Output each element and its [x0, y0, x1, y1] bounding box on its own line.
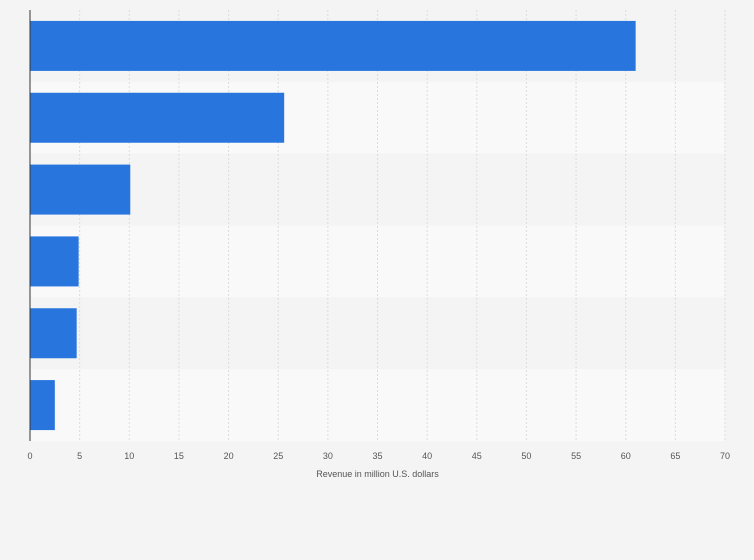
row-band — [30, 297, 725, 370]
x-tick-label: 50 — [521, 451, 531, 461]
bars — [30, 20, 636, 431]
bar[interactable] — [30, 380, 55, 431]
x-axis-title: Revenue in million U.S. dollars — [316, 469, 439, 479]
x-tick-label: 25 — [273, 451, 283, 461]
x-tick-label: 10 — [124, 451, 134, 461]
x-tick-label: 65 — [670, 451, 680, 461]
x-tick-label: 55 — [571, 451, 581, 461]
row-bands — [30, 10, 725, 441]
row-band — [30, 369, 725, 441]
x-tick-label: 30 — [323, 451, 333, 461]
bar[interactable] — [30, 236, 79, 287]
bar[interactable] — [30, 164, 131, 215]
x-tick-label: 40 — [422, 451, 432, 461]
x-tick-label: 60 — [621, 451, 631, 461]
x-tick-label: 0 — [27, 451, 32, 461]
bar[interactable] — [30, 20, 636, 71]
x-tick-label: 5 — [77, 451, 82, 461]
x-tick-label: 45 — [472, 451, 482, 461]
row-band — [30, 225, 725, 298]
x-tick-label: 20 — [224, 451, 234, 461]
x-tick-labels: 0 5 10 15 20 25 30 35 40 45 50 55 60 65 70 — [27, 451, 730, 461]
bar[interactable] — [30, 92, 285, 143]
x-tick-label: 35 — [372, 451, 382, 461]
x-tick-label: 15 — [174, 451, 184, 461]
row-band — [30, 153, 725, 226]
x-tick-label: 70 — [720, 451, 730, 461]
bar[interactable] — [30, 308, 77, 359]
